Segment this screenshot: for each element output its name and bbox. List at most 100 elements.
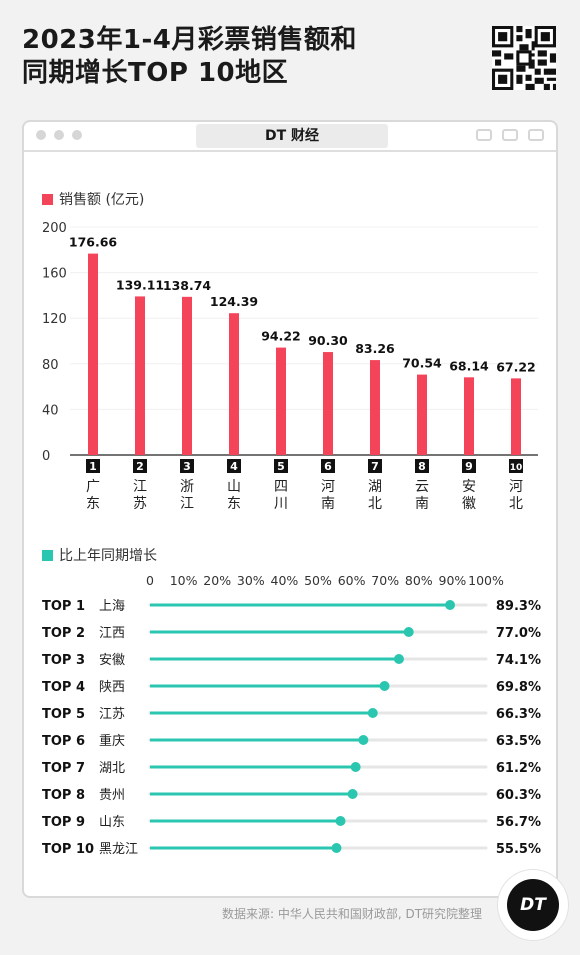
x-tick-label: 10% — [170, 573, 198, 588]
rank-label: TOP 6 — [42, 734, 85, 749]
dt-logo-text: DT — [507, 879, 559, 931]
bar — [464, 377, 474, 455]
lollipop-dot — [445, 600, 456, 610]
bar-value-label: 67.22 — [496, 359, 536, 374]
bar — [417, 374, 427, 455]
category-label: 北 — [509, 496, 523, 512]
window-dot-icon — [72, 130, 82, 140]
y-tick-label: 0 — [42, 449, 50, 464]
category-label: 重庆 — [99, 733, 125, 749]
y-tick-label: 80 — [42, 358, 59, 373]
category-label: 山东 — [99, 815, 125, 830]
x-tick-label: 40% — [271, 573, 299, 588]
category-label: 山 — [227, 479, 241, 495]
category-label: 川 — [274, 496, 288, 512]
rank-badge-label: 5 — [277, 460, 285, 473]
value-label: 56.7% — [496, 815, 541, 830]
bar — [370, 360, 380, 455]
lollipop-chart: 0 10% 20% 30% 40% 50% 60% 70% 80% 90% 100% TOP 1 上海 8… — [42, 573, 541, 857]
brand-label: DT 财经 — [196, 124, 388, 148]
bar — [135, 296, 145, 455]
rank-label: TOP 5 — [42, 707, 85, 722]
window-dot-icon — [54, 130, 64, 140]
qr-code-icon — [492, 26, 556, 90]
category-label: 南 — [415, 496, 429, 512]
bar — [276, 347, 286, 455]
bar-chart: 04080120160200176.661广东139.112江苏138.743浙… — [42, 221, 538, 512]
rank-badge-label: 3 — [183, 460, 191, 473]
x-tick-label: 60% — [338, 573, 366, 588]
category-label: 安 — [462, 479, 476, 495]
bar — [323, 352, 333, 455]
lollipop-legend-swatch — [42, 550, 53, 561]
category-label: 北 — [368, 496, 382, 512]
y-tick-label: 160 — [42, 267, 67, 282]
lollipop-chart-legend: 比上年同期增长 — [42, 545, 157, 565]
rank-badge — [133, 459, 147, 473]
page-title: 2023年1-4月彩票销售额和 同期增长TOP 10地区 — [22, 24, 357, 90]
rank-label: TOP 7 — [42, 761, 85, 776]
rank-badge-label: 4 — [230, 460, 238, 473]
rank-badge — [415, 459, 429, 473]
category-label: 黑龙江 — [99, 842, 138, 857]
category-label: 湖 — [368, 479, 382, 495]
bar-legend-swatch — [42, 194, 53, 205]
rank-badge — [462, 459, 476, 473]
bar-value-label: 83.26 — [355, 341, 395, 356]
category-label: 河 — [509, 479, 523, 495]
x-tick-label: 70% — [371, 573, 399, 588]
lollipop-dot — [367, 708, 378, 718]
bar-value-label: 176.66 — [69, 235, 118, 250]
rank-badge — [180, 459, 194, 473]
lollipop-dot — [350, 762, 361, 772]
category-label: 云 — [415, 479, 429, 495]
value-label: 89.3% — [496, 599, 541, 614]
category-label: 上海 — [99, 599, 125, 614]
value-label: 61.2% — [496, 761, 541, 776]
rank-badge — [509, 459, 523, 473]
rank-label: TOP 10 — [42, 842, 94, 857]
lollipop-dot — [335, 816, 346, 826]
rank-label: TOP 1 — [42, 599, 85, 614]
rank-badge-label: 7 — [371, 460, 379, 473]
lollipop-dot — [403, 627, 414, 637]
bar-value-label: 94.22 — [261, 329, 301, 344]
y-tick-label: 40 — [42, 403, 59, 418]
window-dot-icon — [36, 130, 46, 140]
rank-badge — [368, 459, 382, 473]
category-label: 浙 — [180, 479, 194, 495]
value-label: 69.8% — [496, 680, 541, 695]
x-tick-label: 100% — [468, 573, 504, 588]
rank-label: TOP 4 — [42, 680, 85, 695]
lollipop-dot — [379, 681, 390, 691]
title-line-2: 同期增长TOP 10地区 — [22, 58, 289, 88]
category-label: 广 — [86, 479, 100, 495]
bar-value-label: 90.30 — [308, 333, 348, 348]
x-tick-label: 50% — [304, 573, 332, 588]
rank-badge — [227, 459, 241, 473]
rank-badge — [274, 459, 288, 473]
source-note: 数据来源: 中华人民共和国财政部, DT研究院整理 — [222, 907, 483, 921]
bar — [182, 296, 192, 455]
rank-badge-label: 2 — [136, 460, 144, 473]
value-label: 77.0% — [496, 626, 541, 641]
rank-label: TOP 3 — [42, 653, 85, 668]
y-tick-label: 120 — [42, 312, 67, 327]
bar-chart-legend: 销售额 (亿元) — [42, 189, 144, 209]
rank-label: TOP 2 — [42, 626, 85, 641]
bar-value-label: 70.54 — [402, 356, 442, 371]
category-label: 湖北 — [99, 761, 125, 776]
x-tick-label: 90% — [439, 573, 467, 588]
rank-badge — [321, 459, 335, 473]
category-label: 江 — [133, 479, 147, 495]
bar-legend-label: 销售额 (亿元) — [59, 192, 145, 208]
value-label: 66.3% — [496, 707, 541, 722]
bar-value-label: 124.39 — [210, 294, 258, 309]
rank-badge — [86, 459, 100, 473]
window-titlebar: DT 财经 — [24, 122, 556, 152]
category-label: 江 — [180, 496, 194, 512]
lollipop-dot — [393, 654, 404, 664]
bar-value-label: 68.14 — [449, 358, 489, 373]
x-tick-label: 0 — [146, 573, 154, 588]
lollipop-dot — [358, 735, 369, 745]
